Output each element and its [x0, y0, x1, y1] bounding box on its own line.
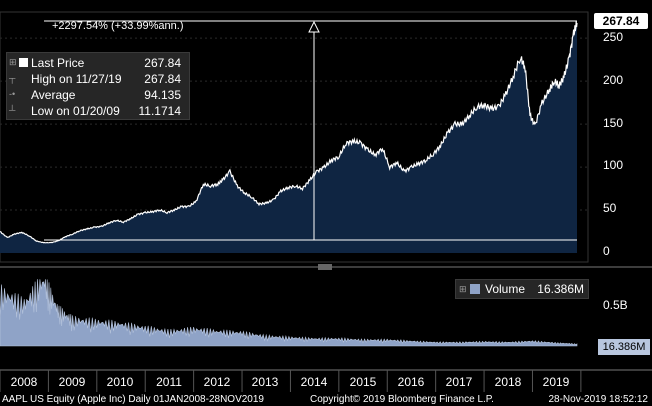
- legend-swatch-icon: [19, 58, 28, 67]
- x-tick-label: 2013: [251, 375, 279, 389]
- high-marker-icon: ┬: [9, 73, 16, 83]
- x-tick-label: 2010: [106, 375, 134, 389]
- volume-legend-label: Volume: [485, 282, 526, 296]
- x-tick-label: 2017: [445, 375, 473, 389]
- volume-tick-label: 0.5B: [603, 298, 628, 312]
- performance-arrow-head: [308, 20, 320, 33]
- price-panel-frame: [0, 11, 589, 263]
- x-tick-label: 2014: [300, 375, 328, 389]
- volume-tag: 16.386M: [598, 339, 650, 355]
- legend-expand-icon[interactable]: ⊞: [9, 57, 17, 67]
- x-tick-label: 2016: [397, 375, 425, 389]
- low-marker-icon: ┴: [9, 105, 16, 115]
- legend-value: 267.84: [144, 56, 181, 70]
- legend-value: 94.135: [144, 88, 181, 102]
- volume-legend[interactable]: ⊞ Volume 16.386M: [455, 279, 589, 299]
- x-tick-label: 2018: [494, 375, 522, 389]
- legend-expand-icon[interactable]: ⊞: [459, 284, 467, 294]
- legend-value: 11.1714: [138, 104, 182, 118]
- x-axis-ticks: [0, 370, 582, 392]
- average-marker-icon: -•: [9, 89, 16, 99]
- legend-label: High on 11/27/19: [31, 72, 122, 86]
- x-tick-label: 2015: [349, 375, 377, 389]
- x-tick-label: 2008: [10, 375, 38, 389]
- footer-timestamp: 28-Nov-2019 18:52:12: [548, 394, 648, 405]
- y-tick-label: 0: [603, 244, 610, 258]
- legend-item-average: -• Average 94.135: [9, 87, 187, 103]
- y-tick-label: 50: [603, 201, 617, 215]
- x-tick-label: 2019: [542, 375, 570, 389]
- x-tick-label: 2011: [156, 375, 182, 389]
- y-tick-label: 150: [603, 116, 624, 130]
- volume-legend-value: 16.386M: [537, 282, 584, 296]
- legend-value: 267.84: [144, 72, 181, 86]
- y-tick-label: 200: [603, 73, 624, 87]
- x-tick-label: 2012: [203, 375, 231, 389]
- volume-area: [0, 279, 578, 347]
- price-line: [0, 21, 578, 244]
- legend-item-last-price[interactable]: ⊞ Last Price 267.84: [9, 55, 187, 71]
- y-tick-label: 100: [603, 158, 624, 172]
- performance-label: +2297.54% (+33.99%ann.): [52, 20, 184, 32]
- footer-bar: AAPL US Equity (Apple Inc) Daily 01JAN20…: [0, 393, 652, 406]
- legend-item-low: ┴ Low on 01/20/09 11.1714: [9, 103, 187, 119]
- legend-label: Last Price: [31, 56, 85, 70]
- price-area: [0, 21, 577, 253]
- footer-copyright: Copyright© 2019 Bloomberg Finance L.P.: [310, 394, 494, 405]
- legend-item-high: ┬ High on 11/27/19 267.84: [9, 71, 187, 87]
- y-tick-label: 250: [603, 30, 624, 44]
- price-legend[interactable]: ⊞ Last Price 267.84 ┬ High on 11/27/19 2…: [6, 52, 190, 120]
- volume-swatch-icon: [470, 284, 480, 294]
- x-tick-label: 2009: [58, 375, 86, 389]
- footer-security: AAPL US Equity (Apple Inc) Daily 01JAN20…: [2, 394, 264, 405]
- panel-splitter-handle[interactable]: [318, 264, 332, 270]
- last-price-tag: 267.84: [594, 13, 648, 29]
- legend-label: Average: [31, 88, 76, 102]
- legend-label: Low on 01/20/09: [31, 104, 120, 118]
